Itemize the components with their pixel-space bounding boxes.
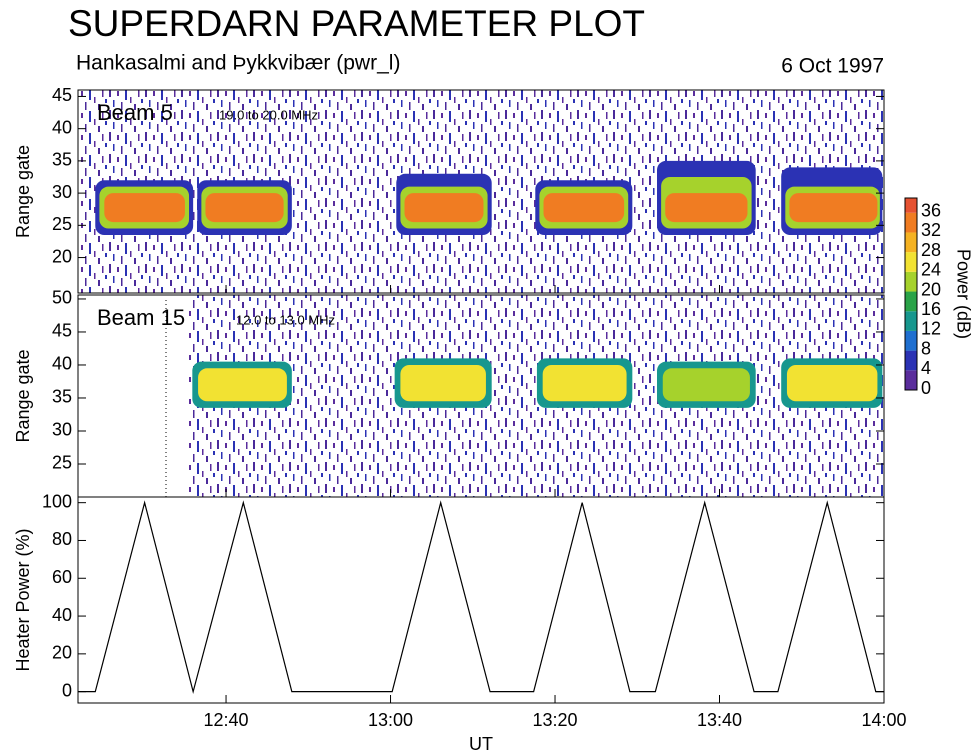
beam-label: Beam 15 bbox=[97, 305, 185, 330]
colorbar-tick-label: 24 bbox=[921, 260, 941, 280]
y-tick-label: 40 bbox=[52, 117, 72, 137]
y-tick-label: 0 bbox=[62, 680, 72, 700]
x-tick-label: 13:00 bbox=[368, 710, 413, 730]
y-axis-title: Heater Power (%) bbox=[13, 528, 33, 671]
colorbar-tick-label: 0 bbox=[921, 378, 931, 398]
y-tick-label: 45 bbox=[52, 85, 72, 105]
heater-line bbox=[78, 500, 884, 695]
colorbar-band bbox=[905, 232, 917, 253]
colorbar-band bbox=[905, 311, 917, 331]
colorbar-band bbox=[905, 350, 917, 371]
panel-frame bbox=[77, 496, 885, 704]
background-echoes bbox=[188, 295, 884, 497]
colorbar-tick-label: 16 bbox=[921, 299, 941, 319]
date: 6 Oct 1997 bbox=[781, 55, 884, 78]
frequency-label: 12.0 to 13.0 MHz bbox=[236, 312, 335, 327]
x-tick-label: 12:40 bbox=[204, 710, 249, 730]
colorbar-tick-label: 28 bbox=[921, 240, 941, 260]
colorbar-tick-label: 20 bbox=[921, 279, 941, 299]
beam-label: Beam 5 bbox=[97, 100, 173, 125]
x-axis-title: UT bbox=[469, 734, 493, 754]
echo-patch bbox=[665, 193, 748, 223]
colorbar-band bbox=[905, 330, 917, 351]
colorbar-band bbox=[905, 252, 917, 272]
frequency-label: 19.0 to 20.0 MHz bbox=[219, 107, 318, 122]
y-tick-label: 50 bbox=[52, 288, 72, 308]
y-tick-label: 45 bbox=[52, 321, 72, 341]
y-tick-label: 100 bbox=[42, 491, 72, 511]
y-tick-label: 35 bbox=[52, 150, 72, 170]
echo-patch bbox=[104, 193, 185, 223]
y-tick-label: 30 bbox=[52, 420, 72, 440]
echo-patch bbox=[542, 364, 627, 402]
y-tick-label: 80 bbox=[52, 529, 72, 549]
colorbar-band bbox=[905, 271, 917, 292]
y-tick-label: 25 bbox=[52, 214, 72, 234]
echo-patch bbox=[662, 368, 750, 402]
y-axis-title: Range gate bbox=[13, 349, 33, 442]
x-tick-label: 14:00 bbox=[861, 710, 906, 730]
chart-title: SUPERDARN PARAMETER PLOT bbox=[68, 3, 645, 44]
y-tick-label: 60 bbox=[52, 567, 72, 587]
colorbar-band bbox=[905, 291, 917, 312]
colorbar-tick-label: 8 bbox=[921, 338, 931, 358]
y-axis-title: Range gate bbox=[13, 145, 33, 238]
y-tick-label: 40 bbox=[52, 354, 72, 374]
subtitle: Hankasalmi and Þykkvibær (pwr_l) bbox=[76, 52, 400, 75]
colorbar-frame bbox=[904, 197, 918, 391]
y-tick-label: 20 bbox=[52, 643, 72, 663]
colorbar-title: Power (dB) bbox=[953, 249, 973, 339]
colorbar-tick-label: 4 bbox=[921, 358, 931, 378]
echo-patch bbox=[400, 364, 486, 402]
colorbar-band bbox=[905, 198, 917, 213]
colorbar-tick-label: 32 bbox=[921, 220, 941, 240]
y-tick-label: 30 bbox=[52, 182, 72, 202]
echo-patch bbox=[198, 368, 287, 402]
echo-patch bbox=[205, 193, 284, 223]
y-tick-label: 25 bbox=[52, 453, 72, 473]
y-tick-label: 40 bbox=[52, 605, 72, 625]
colorbar-band bbox=[905, 212, 917, 233]
y-tick-label: 20 bbox=[52, 246, 72, 266]
colorbar-tick-label: 12 bbox=[921, 319, 941, 339]
echo-patch bbox=[543, 193, 625, 223]
x-tick-label: 13:20 bbox=[532, 710, 577, 730]
colorbar-band bbox=[905, 370, 917, 390]
echo-patch bbox=[789, 193, 878, 223]
panel-frame bbox=[77, 89, 885, 294]
x-tick-label: 13:40 bbox=[697, 710, 742, 730]
y-tick-label: 35 bbox=[52, 387, 72, 407]
colorbar-tick-label: 36 bbox=[921, 201, 941, 221]
echo-patch bbox=[786, 364, 878, 402]
echo-patch bbox=[404, 193, 484, 223]
